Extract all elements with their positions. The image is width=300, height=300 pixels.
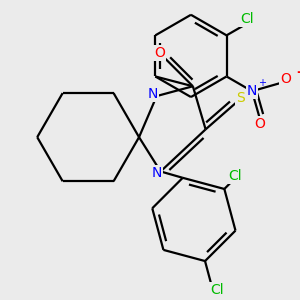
Text: -: - [296, 64, 300, 79]
Text: +: + [258, 78, 266, 88]
Text: N: N [247, 84, 257, 98]
Text: O: O [254, 118, 265, 131]
Text: Cl: Cl [240, 12, 254, 26]
Text: O: O [280, 72, 291, 86]
Text: N: N [152, 167, 162, 180]
Text: Cl: Cl [228, 169, 242, 183]
Text: Cl: Cl [210, 283, 224, 297]
Text: N: N [148, 87, 158, 101]
Text: O: O [154, 46, 165, 60]
Text: S: S [236, 91, 245, 105]
